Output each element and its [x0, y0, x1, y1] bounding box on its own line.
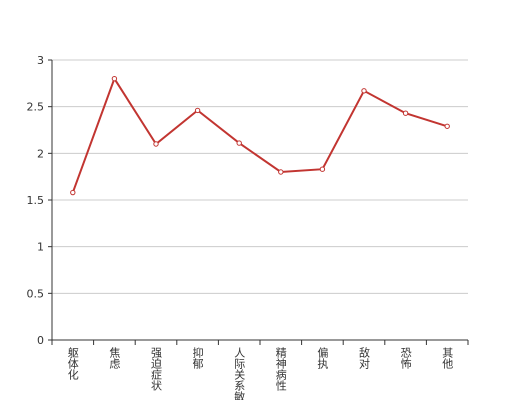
- x-tick-label: 人际关系敏感: [233, 347, 246, 400]
- x-tick-label: 其他: [441, 347, 454, 369]
- point: [70, 189, 76, 196]
- x-tick-label: 偏执: [316, 346, 329, 370]
- point: [444, 123, 450, 129]
- y-tick-label: 0.5: [27, 287, 45, 300]
- x-tick-label: 躯体化: [66, 347, 79, 381]
- point: [236, 140, 242, 146]
- point: [153, 141, 159, 147]
- x-tick-label: 精神病性: [274, 347, 287, 392]
- x-tick-label: 焦虑: [108, 347, 121, 369]
- y-tick-label: 2: [37, 147, 44, 160]
- point: [319, 166, 326, 172]
- point: [402, 110, 409, 116]
- x-tick-label: 强迫症状: [150, 347, 163, 391]
- x-tick-label: 敌对: [358, 346, 371, 369]
- point: [111, 75, 118, 82]
- point: [194, 107, 201, 114]
- y-tick-label: 1.5: [27, 194, 45, 207]
- point: [361, 88, 367, 94]
- series-line: [71, 76, 448, 193]
- y-tick-label: 3: [37, 54, 44, 67]
- x-tick-label: 抑郁: [191, 346, 204, 369]
- x-tick-label: 恐怖: [399, 347, 412, 369]
- y-tick-label: 0: [37, 334, 44, 347]
- y-tick-label: 2.5: [27, 101, 45, 114]
- y-tick-label: 1: [37, 241, 44, 254]
- point: [278, 169, 284, 175]
